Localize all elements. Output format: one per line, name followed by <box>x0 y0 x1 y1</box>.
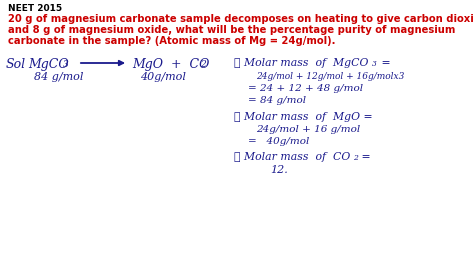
Text: 12.: 12. <box>270 165 288 175</box>
Text: ★ Molar mass  of  MgO =: ★ Molar mass of MgO = <box>234 112 373 122</box>
Text: 2: 2 <box>200 60 206 69</box>
Text: = 84 g/mol: = 84 g/mol <box>248 96 306 105</box>
Text: 24g/mol + 12g/mol + 16g/molx3: 24g/mol + 12g/mol + 16g/molx3 <box>256 72 404 81</box>
Text: NEET 2015: NEET 2015 <box>8 4 62 13</box>
Text: 3: 3 <box>372 60 377 68</box>
Text: MgO  +  CO: MgO + CO <box>132 58 210 71</box>
Text: carbonate in the sample? (Atomic mass of Mg = 24g/mol).: carbonate in the sample? (Atomic mass of… <box>8 36 336 46</box>
Text: 24g/mol + 16 g/mol: 24g/mol + 16 g/mol <box>256 125 360 134</box>
Text: =: = <box>358 152 371 162</box>
Text: 84 g/mol: 84 g/mol <box>34 72 83 82</box>
Text: and 8 g of magnesium oxide, what will be the percentage purity of magnesium: and 8 g of magnesium oxide, what will be… <box>8 25 456 35</box>
Text: = 24 + 12 + 48 g/mol: = 24 + 12 + 48 g/mol <box>248 84 363 93</box>
Text: 2: 2 <box>353 154 358 162</box>
Text: ★ Molar mass  of  MgCO: ★ Molar mass of MgCO <box>234 58 368 68</box>
Text: 20 g of magnesium carbonate sample decomposes on heating to give carbon dioxide: 20 g of magnesium carbonate sample decom… <box>8 14 474 24</box>
Text: 3: 3 <box>63 60 69 69</box>
Text: Sol: Sol <box>6 58 26 71</box>
Text: MgCO: MgCO <box>28 58 69 71</box>
Text: 40g/mol: 40g/mol <box>140 72 186 82</box>
Text: ★ Molar mass  of  CO: ★ Molar mass of CO <box>234 152 350 162</box>
Text: =: = <box>378 58 391 68</box>
Text: =   40g/mol: = 40g/mol <box>248 137 310 146</box>
